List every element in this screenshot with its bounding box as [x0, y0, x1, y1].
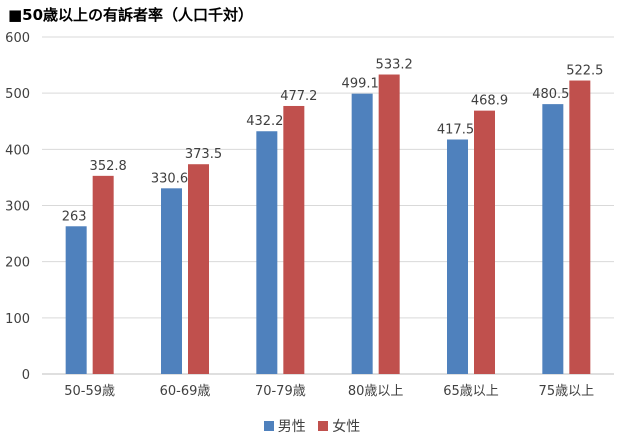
legend: 男性 女性: [0, 416, 624, 436]
bar-female: [474, 110, 495, 375]
x-category-label: 65歳以上: [443, 384, 499, 399]
bar-male: [447, 139, 468, 374]
y-tick-label: 600: [5, 31, 30, 46]
y-tick-label: 300: [5, 200, 30, 215]
data-label: 263: [62, 209, 87, 224]
data-label: 499.1: [342, 77, 379, 92]
chart-title: ■50歳以上の有訴者率（人口千対）: [8, 6, 254, 24]
y-tick-label: 0: [22, 368, 30, 383]
x-category-label: 50-59歳: [64, 384, 115, 399]
y-tick-label: 500: [5, 87, 30, 102]
y-tick-label: 100: [5, 312, 30, 327]
x-category-label: 70-79歳: [255, 384, 306, 399]
bar-male: [542, 104, 564, 374]
data-label: 330.6: [151, 171, 188, 186]
legend-item-male: 男性: [263, 416, 306, 436]
data-label: 480.5: [532, 87, 569, 102]
x-category-label: 75歳以上: [539, 384, 595, 399]
data-label: 432.2: [246, 114, 283, 129]
data-label: 522.5: [566, 64, 603, 79]
data-label: 468.9: [471, 94, 508, 109]
bar-female: [188, 164, 209, 374]
bar-male: [65, 226, 87, 374]
legend-label-female: 女性: [332, 419, 361, 435]
x-category-label: 80歳以上: [348, 384, 404, 399]
data-label: 352.8: [90, 159, 127, 174]
legend-item-female: 女性: [318, 416, 360, 436]
bar-male: [161, 188, 182, 374]
x-category-label: 60-69歳: [160, 384, 211, 399]
y-tick-label: 200: [5, 256, 30, 271]
y-tick-label: 400: [5, 143, 30, 158]
legend-label-male: 男性: [277, 419, 306, 435]
legend-swatch-male: [263, 421, 274, 431]
bar-male: [351, 93, 373, 374]
data-label: 417.5: [437, 123, 474, 138]
bar-female: [569, 80, 591, 374]
bar-female: [283, 105, 305, 375]
data-label: 373.5: [185, 147, 222, 162]
data-label: 533.2: [376, 58, 413, 73]
bar-male: [256, 131, 278, 374]
bar-female: [378, 74, 400, 374]
data-label: 477.2: [280, 89, 317, 104]
legend-swatch-female: [318, 421, 329, 431]
bar-female: [92, 175, 114, 374]
